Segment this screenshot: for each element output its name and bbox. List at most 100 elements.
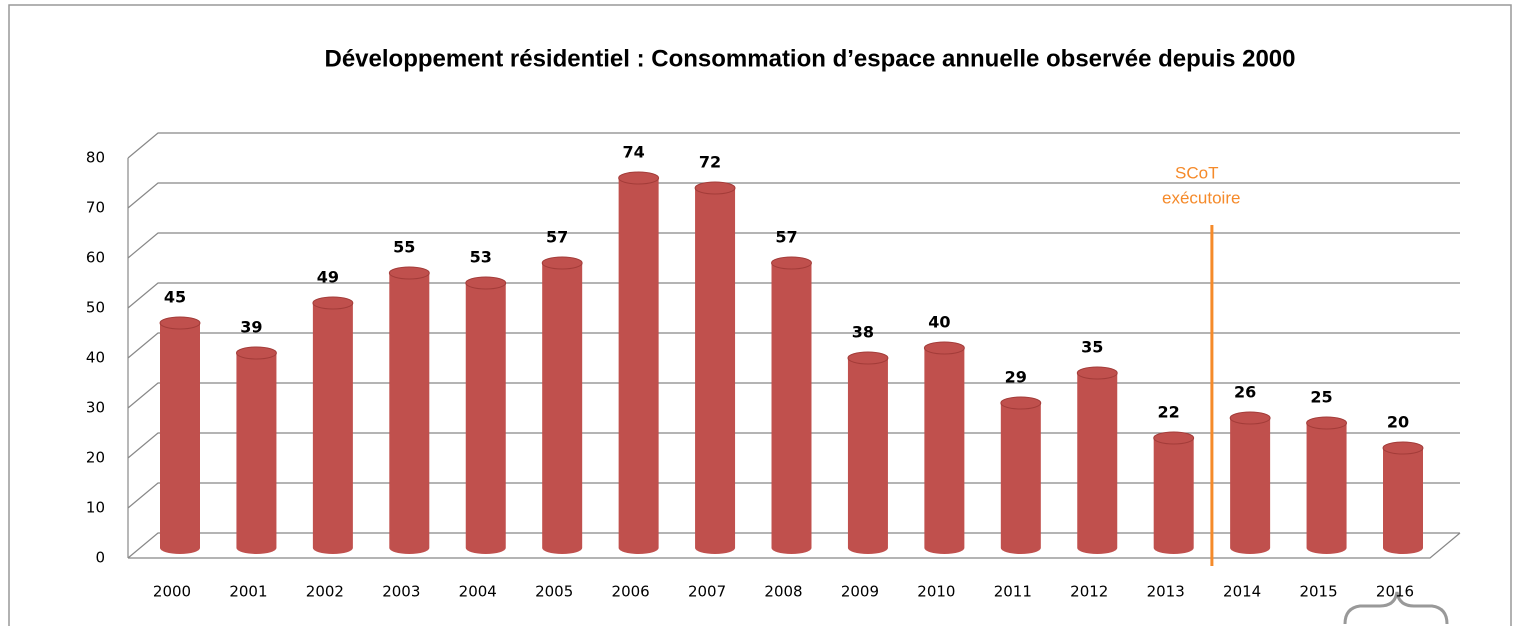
bar-top	[1000, 396, 1042, 410]
y-tick-label: 10	[86, 499, 105, 517]
bar-body	[1230, 418, 1271, 554]
grid-line	[127, 332, 1460, 359]
x-tick-label: 2011	[994, 583, 1032, 601]
bar	[312, 296, 354, 554]
floor	[128, 532, 1461, 559]
bar	[541, 256, 583, 554]
bar-top	[312, 296, 354, 310]
value-label: 39	[240, 318, 262, 337]
x-tick-label: 2007	[688, 583, 726, 601]
bar-top	[1229, 411, 1271, 425]
bar-body	[771, 263, 812, 554]
x-tick-label: 2003	[382, 583, 420, 601]
bar-body	[1383, 448, 1423, 554]
value-label: 55	[393, 238, 415, 257]
brace	[1343, 591, 1449, 625]
bar-top	[694, 181, 736, 195]
value-label: 40	[928, 313, 950, 332]
x-tick-label: 2016	[1376, 583, 1414, 601]
bar-body	[695, 188, 736, 554]
value-label: 57	[775, 228, 797, 247]
value-label: 26	[1234, 383, 1256, 402]
chart-title: Développement résidentiel : Consommation…	[325, 45, 1296, 72]
bar-top	[541, 256, 583, 270]
grid-line	[127, 282, 1460, 309]
bar	[847, 351, 889, 554]
bar-body	[1306, 423, 1347, 554]
x-tick-label: 2009	[841, 583, 879, 601]
value-label: 20	[1387, 413, 1409, 432]
value-label: 74	[622, 143, 644, 162]
x-tick-label: 2000	[153, 583, 191, 601]
bar-body	[312, 303, 353, 554]
bar-body	[1000, 403, 1041, 554]
bar-top	[465, 276, 507, 290]
bar-top	[1153, 431, 1195, 445]
bar	[923, 341, 965, 554]
grid-line	[127, 382, 1460, 409]
bar-body	[542, 263, 583, 554]
bar	[388, 266, 430, 554]
y-tick-label: 70	[86, 199, 105, 217]
bar-top	[388, 266, 430, 280]
value-label: 29	[1005, 368, 1027, 387]
value-label: 38	[852, 323, 874, 342]
bar-top	[771, 256, 812, 270]
x-tick-label: 2002	[306, 583, 344, 601]
value-label: 57	[546, 228, 568, 247]
bar-top	[1306, 416, 1348, 430]
y-tick-label: 0	[95, 549, 105, 567]
annotation-text: exécutoire	[1162, 188, 1240, 207]
value-label: 45	[164, 288, 186, 307]
bar	[1076, 366, 1118, 554]
x-tick-label: 2001	[229, 583, 267, 601]
bar	[1153, 431, 1195, 554]
bar	[1229, 411, 1271, 554]
bar-body	[1153, 438, 1194, 554]
bar	[1306, 416, 1348, 554]
bar	[694, 181, 736, 554]
bar-top	[847, 351, 889, 365]
bar-body	[389, 273, 430, 554]
bar-body	[236, 353, 277, 554]
y-tick-label: 60	[86, 249, 105, 267]
y-tick-label: 80	[86, 149, 105, 167]
x-tick-label: 2015	[1299, 583, 1337, 601]
annotation-text: SCoT	[1175, 163, 1218, 182]
y-tick-label: 50	[86, 299, 105, 317]
value-label: 35	[1081, 338, 1103, 357]
value-label: 72	[699, 153, 721, 172]
bar-body	[1077, 373, 1118, 554]
grid-line	[127, 182, 1460, 209]
x-tick-label: 2005	[535, 583, 573, 601]
x-tick-label: 2008	[764, 583, 802, 601]
x-tick-label: 2006	[612, 583, 650, 601]
bar	[618, 171, 660, 554]
bar-top	[923, 341, 965, 355]
value-label: 49	[317, 268, 339, 287]
bar-body	[924, 348, 965, 554]
bar	[1000, 396, 1042, 554]
grid-line	[127, 232, 1460, 259]
y-tick-label: 40	[86, 349, 105, 367]
frame	[8, 4, 1512, 626]
x-tick-label: 2012	[1070, 583, 1108, 601]
bar-top	[618, 171, 660, 185]
bar-body	[847, 358, 888, 554]
x-tick-label: 2014	[1223, 583, 1261, 601]
y-tick-label: 20	[86, 449, 105, 467]
bar	[1382, 441, 1424, 554]
bar-top	[1076, 366, 1118, 380]
value-label: 25	[1310, 388, 1332, 407]
bar	[235, 346, 277, 554]
grid-line	[127, 132, 1460, 159]
bar	[465, 276, 507, 554]
x-tick-label: 2013	[1147, 583, 1185, 601]
bar-body	[160, 323, 200, 554]
x-tick-label: 2004	[459, 583, 497, 601]
value-label: 22	[1158, 403, 1180, 422]
bar-top	[235, 346, 277, 360]
bar	[159, 316, 201, 554]
bar-body	[618, 178, 659, 554]
